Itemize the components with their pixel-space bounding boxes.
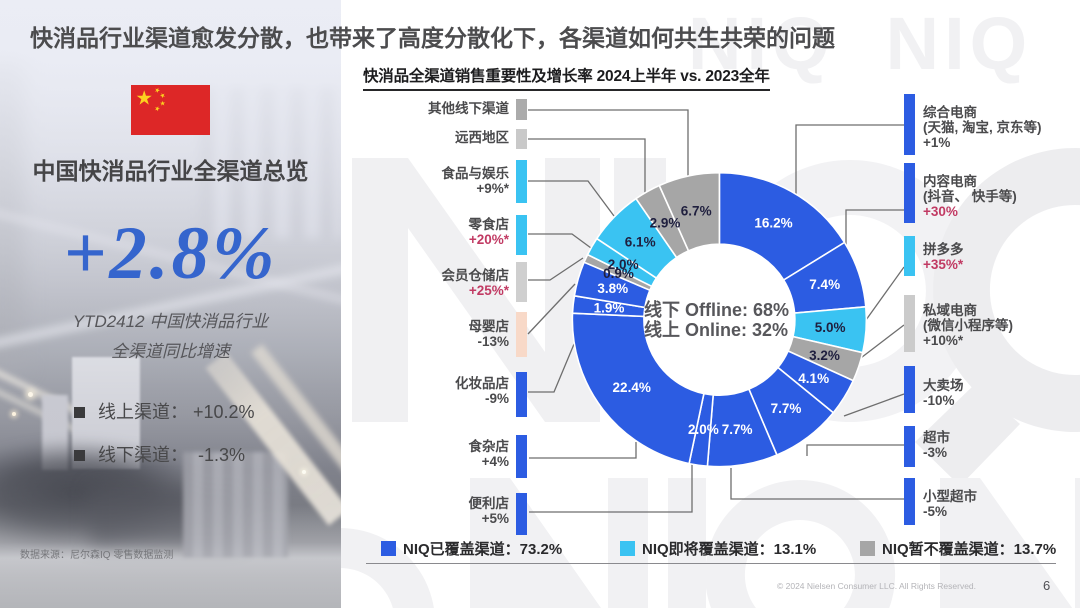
- svg-text:0.9%: 0.9%: [603, 266, 634, 281]
- svg-text:3.2%: 3.2%: [809, 348, 840, 363]
- svg-text:7.4%: 7.4%: [809, 277, 840, 292]
- svg-text:5.0%: 5.0%: [815, 320, 846, 335]
- svg-text:2.0%: 2.0%: [688, 422, 719, 437]
- svg-text:3.8%: 3.8%: [597, 281, 628, 296]
- svg-text:2.9%: 2.9%: [650, 215, 681, 230]
- svg-text:6.1%: 6.1%: [625, 235, 656, 250]
- svg-text:2.0%: 2.0%: [608, 257, 639, 272]
- svg-text:4.1%: 4.1%: [798, 371, 829, 386]
- svg-text:7.7%: 7.7%: [722, 422, 753, 437]
- svg-text:1.9%: 1.9%: [594, 301, 625, 316]
- svg-text:22.4%: 22.4%: [613, 380, 651, 395]
- svg-text:6.7%: 6.7%: [681, 204, 712, 219]
- svg-text:16.2%: 16.2%: [754, 215, 792, 230]
- svg-text:7.7%: 7.7%: [771, 401, 802, 416]
